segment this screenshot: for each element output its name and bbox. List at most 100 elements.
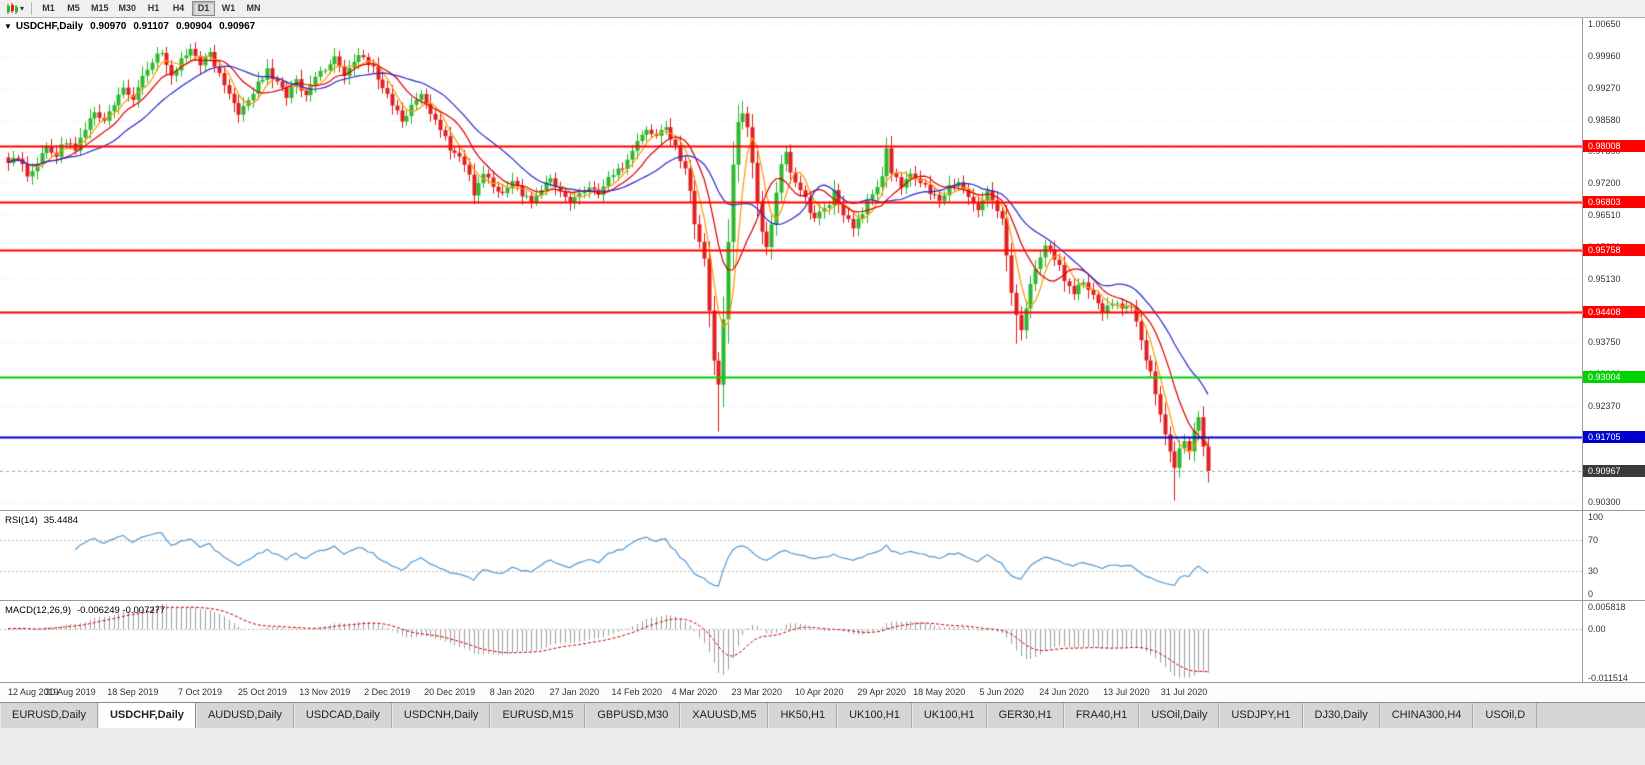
timeframe-button-h1[interactable]: H1 [142,1,165,16]
chart-title: ▼ USDCHF,Daily 0.90970 0.91107 0.90904 0.9096… [4,21,255,32]
chart-tab-china300-h4[interactable]: CHINA300,H4 [1379,703,1474,728]
price-axis-label: 0.97200 [1588,178,1621,189]
date-label: 13 Nov 2019 [299,687,351,697]
date-label: 24 Jun 2020 [1039,687,1089,697]
price-axis-label: 0.98580 [1588,114,1621,125]
timeframe-toolbar: ▾ M1 M5 M15 M30 H1 H4 D1 W1 MN [0,0,1645,18]
level-price-badge[interactable]: 0.91705 [1583,430,1645,443]
price-axis-label: 0.99270 [1588,82,1621,93]
chevron-down-icon: ▾ [20,3,25,13]
window-bottom-fill [0,728,1645,765]
rsi-indicator-canvas[interactable] [0,511,1582,600]
price-axis-label: 0.95130 [1588,273,1621,284]
date-label: 7 Oct 2019 [177,687,223,697]
level-price-badge[interactable]: 0.93004 [1583,370,1645,383]
timeframe-button-w1[interactable]: W1 [217,1,240,16]
toolbar-separator [31,2,33,15]
date-label: 4 Mar 2020 [671,687,718,697]
chart-tab-uk100-h1[interactable]: UK100,H1 [837,703,912,728]
date-label: 31 Jul 2020 [1160,687,1208,697]
chart-tab-audusd-daily[interactable]: AUDUSD,Daily [195,703,294,728]
panel-separator[interactable] [0,600,1645,601]
level-price-badge[interactable]: 0.98008 [1583,139,1645,152]
price-axis-label: 0.92370 [1588,401,1621,412]
timeframe-button-m30[interactable]: M30 [115,1,141,16]
date-label: 23 Mar 2020 [731,687,783,697]
timeframe-button-mn[interactable]: MN [242,1,265,16]
chart-tab-usoil-d[interactable]: USOil,D [1473,703,1538,728]
date-label: 13 Jul 2020 [1103,687,1150,697]
price-axis-label: 0.90300 [1588,496,1621,507]
ohlc-open: 0.90970 [90,21,127,32]
date-label: 18 Sep 2019 [107,687,159,697]
chart-area: ▼ USDCHF,Daily 0.90970 0.91107 0.90904 0.9096… [0,18,1645,765]
ohlc-high: 0.91107 [133,21,169,32]
chart-tabs-bar: EURUSD,Daily USDCHF,Daily AUDUSD,Daily USDC… [0,702,1645,728]
level-price-badge[interactable]: 0.95758 [1583,243,1645,256]
chart-tab-usdcad-daily[interactable]: USDCAD,Daily [293,703,392,728]
level-price-badge[interactable]: 0.94408 [1583,306,1645,319]
chart-tab-eurusd-daily[interactable]: EURUSD,Daily [0,703,98,728]
ohlc-low: 0.90904 [175,21,213,32]
macd-values: -0.006249 -0.007277 [77,605,166,616]
chart-tab-dj30-daily[interactable]: DJ30,Daily [1302,703,1380,728]
macd-axis-label: 0.005818 [1588,602,1626,612]
date-label: 27 Jan 2020 [549,687,600,697]
rsi-indicator-label: RSI(14) 35.4484 [5,515,79,526]
macd-axis-label: -0.011514 [1588,672,1628,683]
ohlc-close: 0.90967 [219,21,256,32]
date-label: 10 Apr 2020 [794,687,844,697]
level-price-badge[interactable]: 0.96803 [1583,195,1645,208]
rsi-axis-label: 70 [1588,535,1599,546]
candlestick-chart-icon [7,2,18,14]
chart-tab-hk50-h1[interactable]: HK50,H1 [768,703,838,728]
date-label: 25 Oct 2019 [237,687,287,697]
chart-tab-usoil-daily[interactable]: USOil,Daily [1139,703,1220,728]
symbol-label: USDCHF,Daily [15,21,84,32]
price-axis-label: 1.00650 [1588,19,1621,29]
date-label: 29 Apr 2020 [857,687,906,697]
price-axis[interactable]: 1.006500.999600.992700.985800.978900.972… [1582,18,1645,683]
rsi-axis-label: 100 [1588,512,1604,522]
timeframe-buttons-group: M1 M5 M15 M30 H1 H4 D1 W1 MN [36,1,266,16]
price-chart-canvas[interactable] [0,18,1582,510]
price-axis-label: 0.96510 [1588,210,1621,221]
time-axis[interactable]: 12 Aug 2019 30 Aug 2019 18 Sep 2019 7 Oct 2… [0,683,1645,702]
date-label: 14 Feb 2020 [611,687,663,697]
chart-tab-ger30-h1[interactable]: GER30,H1 [986,703,1064,728]
rsi-axis-label: 0 [1588,589,1594,599]
current-price-badge: 0.90967 [1583,464,1645,477]
chart-type-button[interactable]: ▾ [3,1,27,16]
date-label: 8 Jan 2020 [489,687,535,697]
timeframe-button-m1[interactable]: M1 [37,1,60,16]
date-label: 12 Aug 2019 [8,687,59,697]
timeframe-button-h4[interactable]: H4 [167,1,190,16]
chart-context-arrow-icon: ▼ [4,22,12,31]
chart-tab-usdchf-daily[interactable]: USDCHF,Daily [97,703,196,728]
date-label: 18 May 2020 [913,687,966,697]
date-label: 5 Jun 2020 [979,687,1024,697]
timeframe-button-d1[interactable]: D1 [192,1,216,16]
date-label: 30 Aug 2019 [45,687,96,697]
panel-separator [0,682,1645,683]
rsi-value: 35.4484 [43,515,79,526]
price-axis-label: 0.99960 [1588,50,1621,61]
chart-tab-eurusd-m15[interactable]: EURUSD,M15 [490,703,586,728]
chart-tab-fra40-h1[interactable]: FRA40,H1 [1063,703,1140,728]
timeframe-button-m5[interactable]: M5 [62,1,85,16]
date-label: 2 Dec 2019 [364,687,411,697]
macd-indicator-canvas[interactable] [0,601,1582,682]
price-axis-label: 0.93750 [1588,337,1621,348]
rsi-axis-label: 30 [1588,565,1599,576]
timeframe-button-m15[interactable]: M15 [87,1,113,16]
macd-indicator-label: MACD(12,26,9) -0.006249 -0.007277 [5,605,166,616]
chart-tab-xauusd-m5[interactable]: XAUUSD,M5 [680,703,769,728]
chart-tab-uk100-h1[interactable]: UK100,H1 [911,703,987,728]
chart-tab-usdcnh-daily[interactable]: USDCNH,Daily [391,703,491,728]
date-label: 20 Dec 2019 [424,687,476,697]
panel-separator[interactable] [0,510,1645,511]
chart-tab-gbpusd-m30[interactable]: GBPUSD,M30 [585,703,681,728]
macd-axis-label: 0.00 [1588,623,1606,634]
chart-tab-usdjpy-h1[interactable]: USDJPY,H1 [1219,703,1303,728]
